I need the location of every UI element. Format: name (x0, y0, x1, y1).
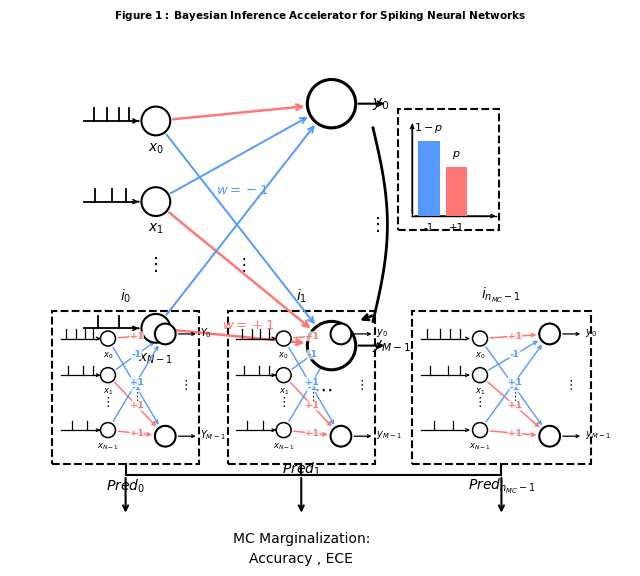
Text: +1: +1 (508, 332, 522, 341)
Text: -1: -1 (424, 223, 434, 233)
Circle shape (276, 423, 291, 438)
Text: $\cdots$: $\cdots$ (313, 380, 333, 398)
Text: +1: +1 (130, 377, 143, 386)
Text: ⋮: ⋮ (307, 392, 318, 402)
Text: $w=-1$: $w=-1$ (216, 184, 269, 196)
Text: $x_{N-1}$: $x_{N-1}$ (273, 442, 294, 452)
Bar (398, 109, 499, 230)
Text: $y_{M-1}$: $y_{M-1}$ (585, 429, 611, 441)
Text: $x_{N-1}$: $x_{N-1}$ (97, 442, 119, 452)
Text: +1: +1 (305, 377, 319, 386)
Circle shape (540, 426, 560, 446)
Text: $i_{n_{MC}-1}$: $i_{n_{MC}-1}$ (481, 286, 522, 305)
Circle shape (331, 426, 351, 446)
Circle shape (472, 331, 488, 346)
Text: $x_0$: $x_0$ (475, 350, 485, 361)
Text: -1: -1 (510, 350, 520, 359)
Circle shape (100, 423, 115, 438)
Text: ⋮: ⋮ (564, 378, 577, 392)
Text: ⋮: ⋮ (355, 378, 368, 392)
Circle shape (276, 331, 291, 346)
Text: $y_0$: $y_0$ (376, 327, 388, 339)
Circle shape (307, 79, 356, 128)
Text: $x_{N-1}$: $x_{N-1}$ (138, 351, 173, 366)
Text: $Pred_{n_{MC}-1}$: $Pred_{n_{MC}-1}$ (468, 477, 535, 497)
Text: $p$: $p$ (452, 149, 461, 161)
Text: $Pred_1$: $Pred_1$ (282, 461, 321, 478)
Text: $y_{M-1}$: $y_{M-1}$ (376, 429, 402, 441)
Text: $Y_0$: $Y_0$ (200, 326, 212, 340)
Text: +1: +1 (508, 401, 522, 410)
Text: $i_0$: $i_0$ (120, 288, 131, 305)
Text: ⋮: ⋮ (509, 392, 520, 402)
Text: +1: +1 (449, 223, 464, 233)
Text: MC Marginalization:: MC Marginalization: (232, 532, 370, 545)
Circle shape (141, 314, 170, 343)
Text: +1: +1 (305, 401, 319, 410)
Bar (412, 311, 591, 464)
Circle shape (472, 423, 488, 438)
Circle shape (540, 324, 560, 344)
Circle shape (100, 367, 115, 382)
Text: +1: +1 (508, 429, 522, 438)
Text: ⋮: ⋮ (236, 256, 252, 274)
Text: $x_0$: $x_0$ (103, 350, 113, 361)
Text: $Pred_0$: $Pred_0$ (106, 478, 145, 495)
Text: $Y_{M-1}$: $Y_{M-1}$ (200, 428, 226, 442)
Text: ⋮: ⋮ (147, 256, 165, 274)
Text: ⋮: ⋮ (102, 396, 114, 409)
Text: $x_0$: $x_0$ (278, 350, 289, 361)
Text: $y_0$: $y_0$ (585, 327, 596, 339)
Text: $x_1$: $x_1$ (148, 222, 164, 236)
Text: +1: +1 (305, 332, 319, 341)
Circle shape (331, 324, 351, 344)
Text: +1: +1 (130, 429, 143, 438)
Text: $y_{M-1}$: $y_{M-1}$ (372, 338, 412, 354)
Text: -1: -1 (510, 383, 520, 392)
Text: +1: +1 (130, 401, 143, 410)
Text: $y_0$: $y_0$ (372, 96, 389, 112)
Text: +1: +1 (305, 429, 319, 438)
Circle shape (141, 187, 170, 216)
Text: $i_1$: $i_1$ (296, 288, 307, 305)
Text: -1: -1 (307, 383, 317, 392)
Text: Accuracy , ECE: Accuracy , ECE (250, 552, 353, 566)
Text: $\mathbf{Figure\ 1:\ Bayesian\ Inference\ Accelerator\ for\ Spiking\ Neural\ Net: $\mathbf{Figure\ 1:\ Bayesian\ Inference… (114, 9, 526, 22)
Text: $1-p$: $1-p$ (414, 122, 444, 135)
Text: $w=+1$: $w=+1$ (221, 319, 275, 332)
Text: $x_{N-1}$: $x_{N-1}$ (469, 442, 491, 452)
Bar (445, 167, 467, 216)
Circle shape (155, 324, 175, 344)
Circle shape (472, 367, 488, 382)
Text: ⋮: ⋮ (131, 392, 142, 402)
Text: ⋮: ⋮ (277, 396, 290, 409)
Bar (228, 311, 375, 464)
Text: $x_1$: $x_1$ (475, 386, 485, 397)
Circle shape (276, 367, 291, 382)
Text: -1: -1 (307, 350, 317, 359)
Text: ⋮: ⋮ (474, 396, 486, 409)
Text: +1: +1 (130, 332, 143, 341)
Text: $x_1$: $x_1$ (278, 386, 289, 397)
Text: ⋮: ⋮ (180, 378, 192, 392)
Bar (418, 141, 440, 216)
Text: -1: -1 (132, 350, 141, 359)
Text: $x_0$: $x_0$ (148, 141, 164, 156)
Circle shape (141, 107, 170, 135)
Text: $x_1$: $x_1$ (103, 386, 113, 397)
Text: +1: +1 (508, 377, 522, 386)
Text: -1: -1 (132, 383, 141, 392)
Circle shape (307, 321, 356, 370)
Circle shape (155, 426, 175, 446)
Bar (52, 311, 199, 464)
Circle shape (100, 331, 115, 346)
Text: ⋮: ⋮ (369, 215, 387, 234)
